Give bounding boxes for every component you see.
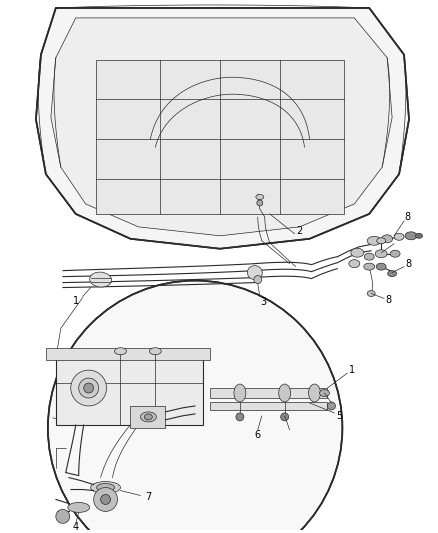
Ellipse shape — [349, 260, 360, 268]
Circle shape — [56, 510, 70, 523]
Bar — [210, 402, 328, 410]
Ellipse shape — [367, 290, 375, 296]
Ellipse shape — [375, 250, 387, 257]
Ellipse shape — [68, 503, 90, 512]
Bar — [95, 60, 344, 214]
Ellipse shape — [234, 384, 246, 402]
Text: 3: 3 — [261, 297, 267, 308]
Ellipse shape — [390, 250, 400, 257]
Bar — [46, 348, 210, 360]
Text: 1: 1 — [73, 296, 79, 306]
Text: 5: 5 — [336, 411, 343, 421]
Circle shape — [79, 378, 99, 398]
Bar — [56, 353, 203, 425]
Ellipse shape — [377, 238, 385, 244]
Circle shape — [48, 280, 343, 533]
Polygon shape — [51, 18, 392, 236]
Ellipse shape — [145, 414, 152, 420]
Ellipse shape — [308, 384, 321, 402]
Ellipse shape — [394, 233, 404, 240]
Text: 6: 6 — [255, 430, 261, 440]
Ellipse shape — [367, 236, 381, 245]
Ellipse shape — [247, 265, 262, 280]
Circle shape — [94, 488, 117, 511]
Circle shape — [101, 495, 110, 504]
Circle shape — [254, 276, 262, 284]
Text: 4: 4 — [73, 522, 79, 532]
Text: 8: 8 — [405, 259, 411, 269]
Ellipse shape — [279, 384, 291, 402]
Ellipse shape — [381, 235, 392, 243]
Ellipse shape — [376, 263, 386, 270]
Circle shape — [281, 413, 289, 421]
Circle shape — [236, 413, 244, 421]
Ellipse shape — [319, 390, 329, 397]
Text: 8: 8 — [404, 212, 410, 222]
Ellipse shape — [388, 271, 396, 277]
Ellipse shape — [114, 348, 127, 354]
Ellipse shape — [351, 248, 364, 257]
Ellipse shape — [405, 232, 417, 240]
Ellipse shape — [97, 483, 114, 491]
Text: 7: 7 — [145, 492, 152, 503]
Bar — [131, 406, 165, 428]
Circle shape — [328, 402, 336, 410]
Polygon shape — [36, 8, 409, 249]
Ellipse shape — [364, 253, 374, 260]
Ellipse shape — [141, 412, 156, 422]
Ellipse shape — [90, 272, 112, 287]
Ellipse shape — [149, 348, 161, 354]
Text: 2: 2 — [297, 226, 303, 236]
Ellipse shape — [364, 263, 375, 270]
Ellipse shape — [91, 481, 120, 494]
Ellipse shape — [416, 233, 423, 238]
Circle shape — [71, 370, 106, 406]
Text: 1: 1 — [349, 365, 355, 375]
Circle shape — [257, 200, 263, 206]
Bar — [210, 388, 328, 398]
Text: 8: 8 — [385, 295, 391, 305]
Circle shape — [84, 383, 94, 393]
Ellipse shape — [256, 195, 264, 199]
